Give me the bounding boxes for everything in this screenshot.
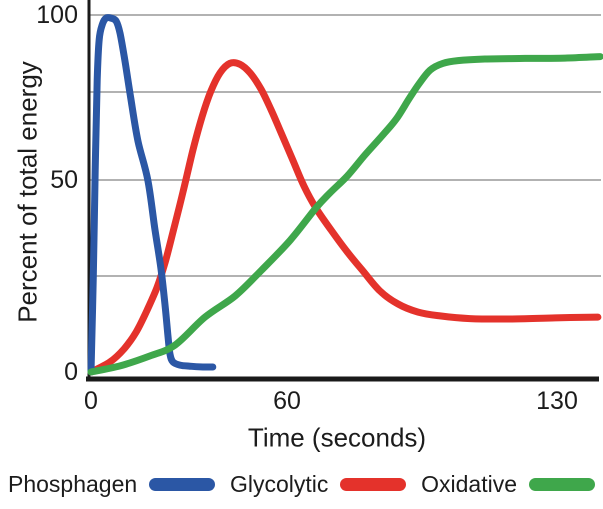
oxidative-curve <box>87 53 603 376</box>
y-tick-label: 0 <box>64 358 78 386</box>
legend-label: Oxidative <box>421 470 517 497</box>
legend-item-glycolytic: Glycolytic <box>229 470 407 498</box>
legend-item-phosphagen: Phosphagen <box>8 470 216 498</box>
y-axis-title: Percent of total energy <box>12 61 43 323</box>
x-tick-label: 0 <box>84 387 98 415</box>
gridlines <box>89 14 601 277</box>
y-tick-label: 50 <box>50 166 78 194</box>
legend-item-oxidative: Oxidative <box>421 471 595 498</box>
legend-label: Phosphagen <box>8 470 138 497</box>
legend-label: Glycolytic <box>229 470 329 497</box>
x-tick-label: 130 <box>536 387 578 415</box>
glycolytic-swatch-icon <box>340 477 407 491</box>
y-tick-label: 100 <box>36 1 78 29</box>
x-tick-label: 60 <box>273 387 301 415</box>
x-axis-title: Time (seconds) <box>247 422 427 453</box>
legend: Phosphagen Glycolytic Oxidative <box>0 466 603 502</box>
oxidative-swatch-icon <box>529 477 595 491</box>
phosphagen-swatch-icon <box>149 477 216 491</box>
phosphagen-curve <box>87 14 217 376</box>
